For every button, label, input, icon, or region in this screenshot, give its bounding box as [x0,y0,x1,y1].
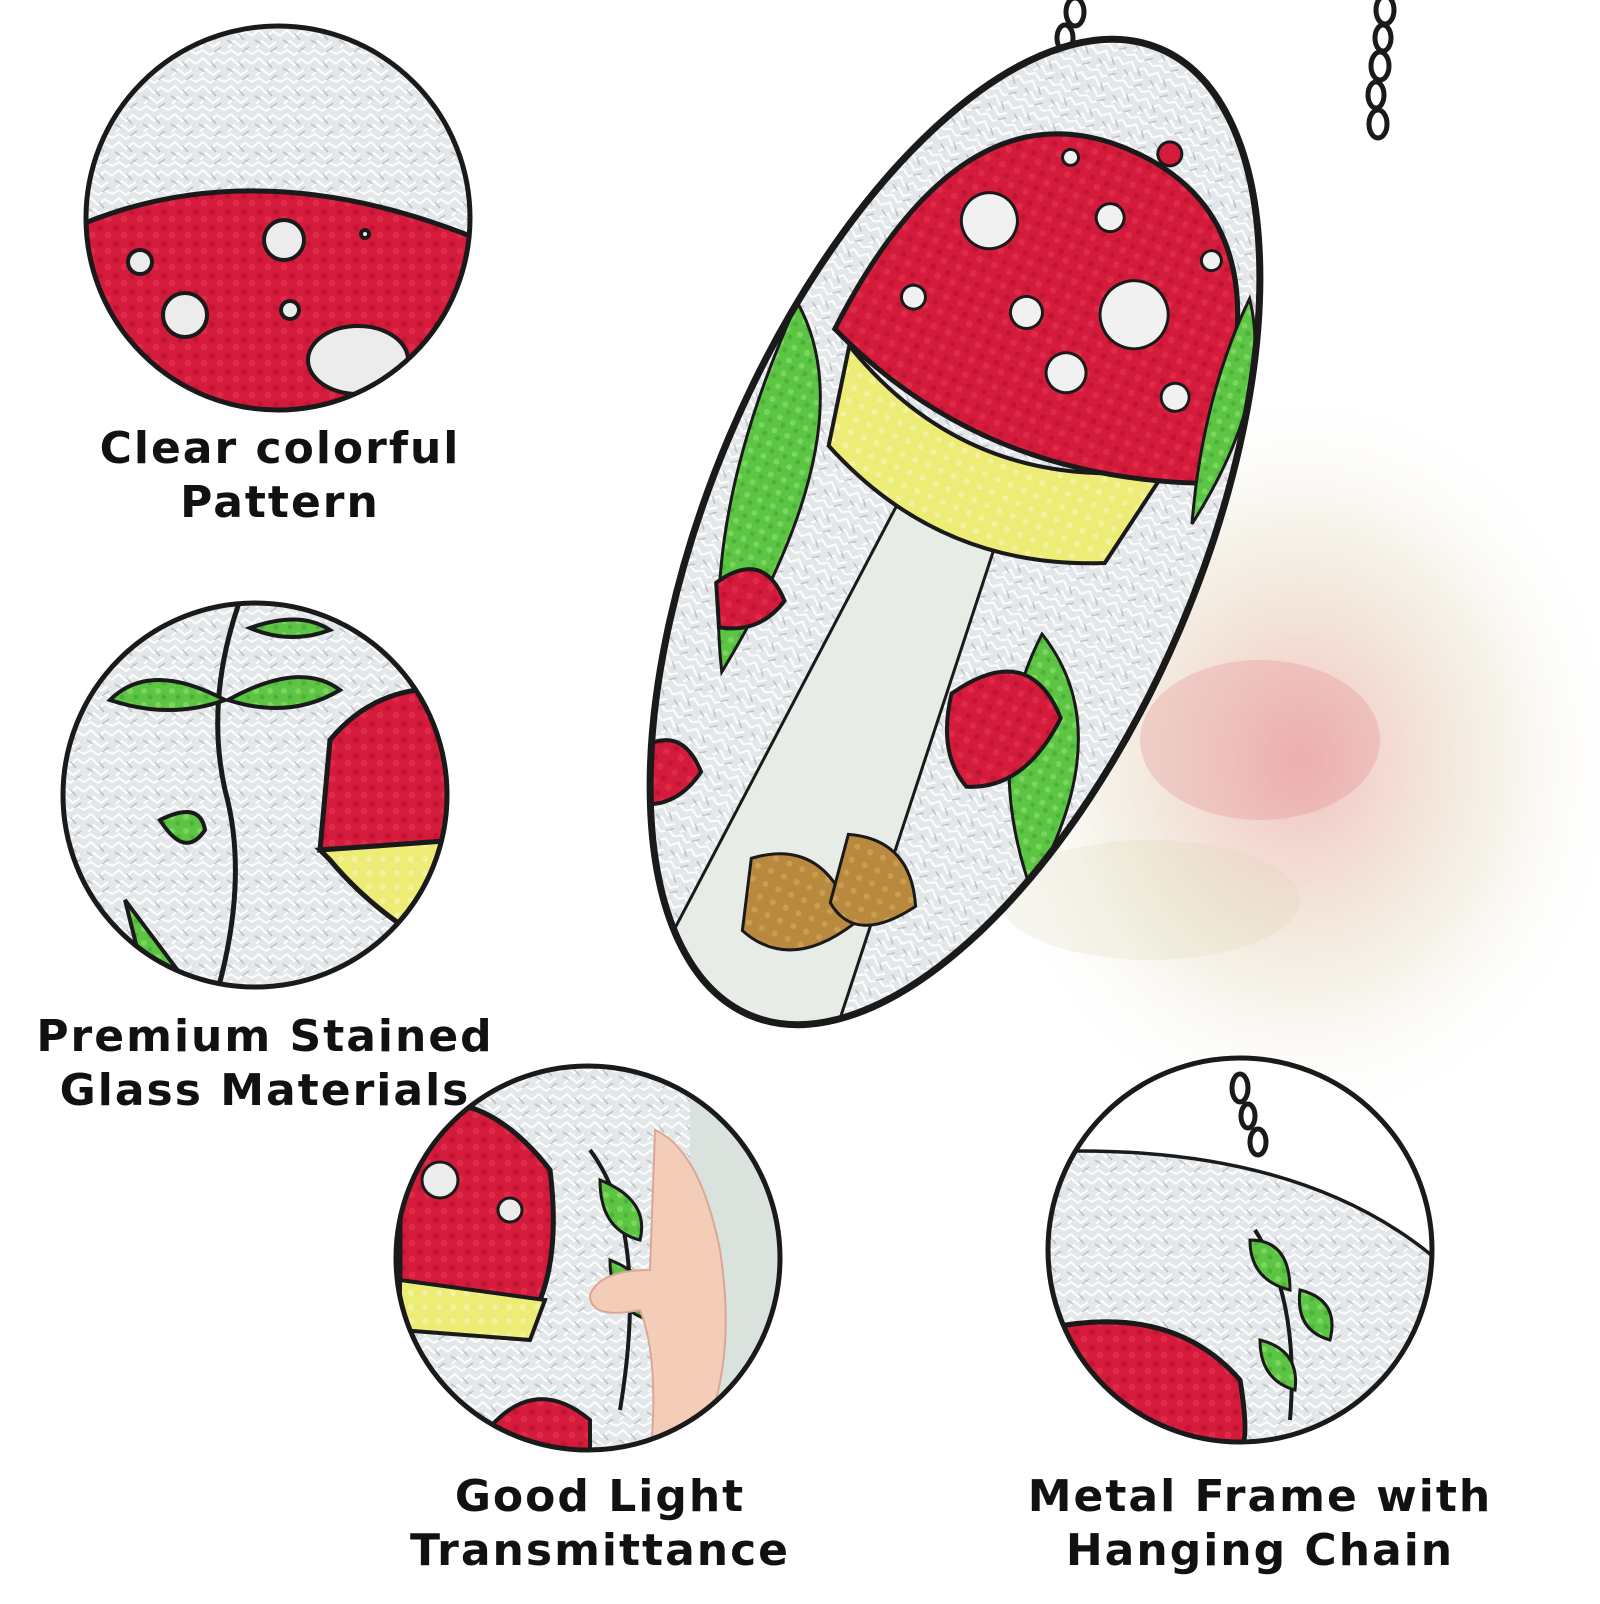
feature-caption-pattern: Clear colorful Pattern [50,422,510,530]
feature-caption-line: Hanging Chain [1065,1525,1455,1576]
feature-caption-line: Clear colorful [99,423,461,474]
detail-circle-sprout [60,600,450,990]
feature-caption-line: Transmittance [409,1525,791,1576]
feature-caption-line: Glass Materials [59,1065,471,1116]
feature-caption-frame: Metal Frame with Hanging Chain [1005,1470,1515,1578]
detail-circle-hand [393,1063,783,1453]
feature-caption-light: Good Light Transmittance [385,1470,815,1578]
feature-caption-line: Premium Stained [36,1011,494,1062]
feature-caption-line: Pattern [180,477,380,528]
detail-circle-cap [83,23,473,413]
suncatcher-main-image [524,0,1386,1111]
feature-caption-materials: Premium Stained Glass Materials [20,1010,510,1118]
feature-caption-line: Metal Frame with [1027,1471,1493,1522]
feature-caption-line: Good Light [454,1471,746,1522]
hanging-chain-icon [1054,0,1397,141]
